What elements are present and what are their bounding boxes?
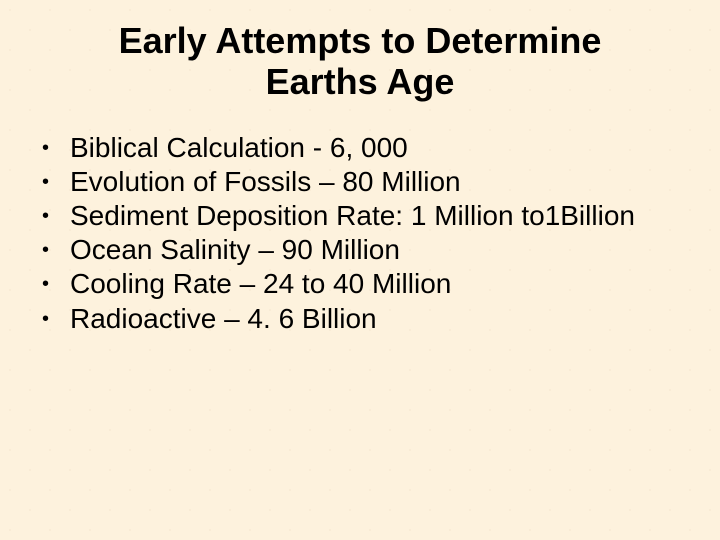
list-item-text: Sediment Deposition Rate: 1 Million to1B… bbox=[70, 199, 700, 233]
title-line-1: Early Attempts to Determine bbox=[119, 20, 602, 61]
list-item-text: Ocean Salinity – 90 Million bbox=[70, 233, 700, 267]
slide-title: Early Attempts to Determine Earths Age bbox=[20, 20, 700, 103]
list-item-text: Cooling Rate – 24 to 40 Million bbox=[70, 267, 700, 301]
bullet-icon: • bbox=[42, 199, 70, 233]
list-item: • Evolution of Fossils – 80 Million bbox=[42, 165, 700, 199]
bullet-icon: • bbox=[42, 165, 70, 199]
bullet-icon: • bbox=[42, 302, 70, 336]
title-line-2: Earths Age bbox=[266, 61, 455, 102]
list-item: • Cooling Rate – 24 to 40 Million bbox=[42, 267, 700, 301]
list-item: • Biblical Calculation - 6, 000 bbox=[42, 131, 700, 165]
list-item-text: Evolution of Fossils – 80 Million bbox=[70, 165, 700, 199]
list-item: • Ocean Salinity – 90 Million bbox=[42, 233, 700, 267]
bullet-icon: • bbox=[42, 233, 70, 267]
bullet-list: • Biblical Calculation - 6, 000 • Evolut… bbox=[20, 131, 700, 336]
slide: Early Attempts to Determine Earths Age •… bbox=[0, 0, 720, 540]
list-item-text: Biblical Calculation - 6, 000 bbox=[70, 131, 700, 165]
list-item: • Radioactive – 4. 6 Billion bbox=[42, 302, 700, 336]
list-item: • Sediment Deposition Rate: 1 Million to… bbox=[42, 199, 700, 233]
bullet-icon: • bbox=[42, 131, 70, 165]
list-item-text: Radioactive – 4. 6 Billion bbox=[70, 302, 700, 336]
bullet-icon: • bbox=[42, 267, 70, 301]
